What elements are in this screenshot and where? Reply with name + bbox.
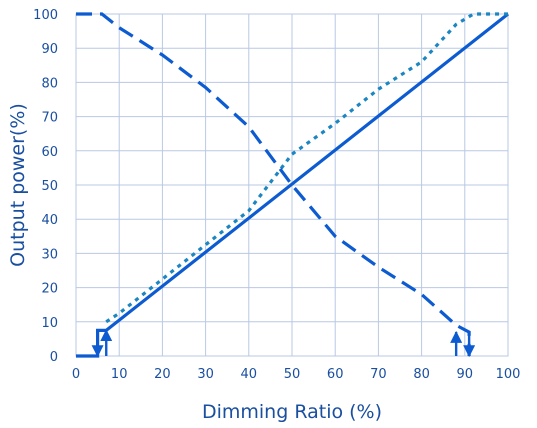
- y-tick-label: 100: [33, 8, 58, 23]
- y-tick-label: 0: [50, 350, 58, 365]
- x-tick-label: 10: [111, 367, 128, 382]
- y-tick-label: 50: [41, 179, 58, 194]
- y-tick-label: 90: [41, 42, 58, 57]
- tick-labels: 0 10 20 30 40 50 60 70 80 90 100 0 10 20 30 40 50 60 70 80 9…: [33, 8, 520, 382]
- x-tick-label: 70: [370, 367, 387, 382]
- x-tick-label: 30: [197, 367, 214, 382]
- plot-frame: [75, 13, 509, 357]
- x-tick-label: 60: [327, 367, 344, 382]
- transition-arrows: [91, 329, 476, 358]
- x-tick-label: 50: [284, 367, 301, 382]
- x-tick-label: 40: [241, 367, 258, 382]
- x-tick-label: 80: [413, 367, 430, 382]
- y-tick-label: 80: [41, 76, 58, 91]
- y-tick-label: 20: [41, 282, 58, 297]
- y-tick-label: 30: [41, 247, 58, 262]
- x-axis-label: Dimming Ratio (%): [202, 401, 382, 423]
- y-tick-label: 70: [41, 111, 58, 126]
- y-axis-label: Output power(%): [7, 103, 29, 267]
- y-tick-label: 10: [41, 316, 58, 331]
- x-tick-label: 90: [457, 367, 474, 382]
- y-tick-label: 60: [41, 145, 58, 160]
- x-tick-label: 20: [154, 367, 171, 382]
- x-tick-label: 100: [496, 367, 521, 382]
- y-tick-label: 40: [41, 213, 58, 228]
- x-tick-label: 0: [72, 367, 80, 382]
